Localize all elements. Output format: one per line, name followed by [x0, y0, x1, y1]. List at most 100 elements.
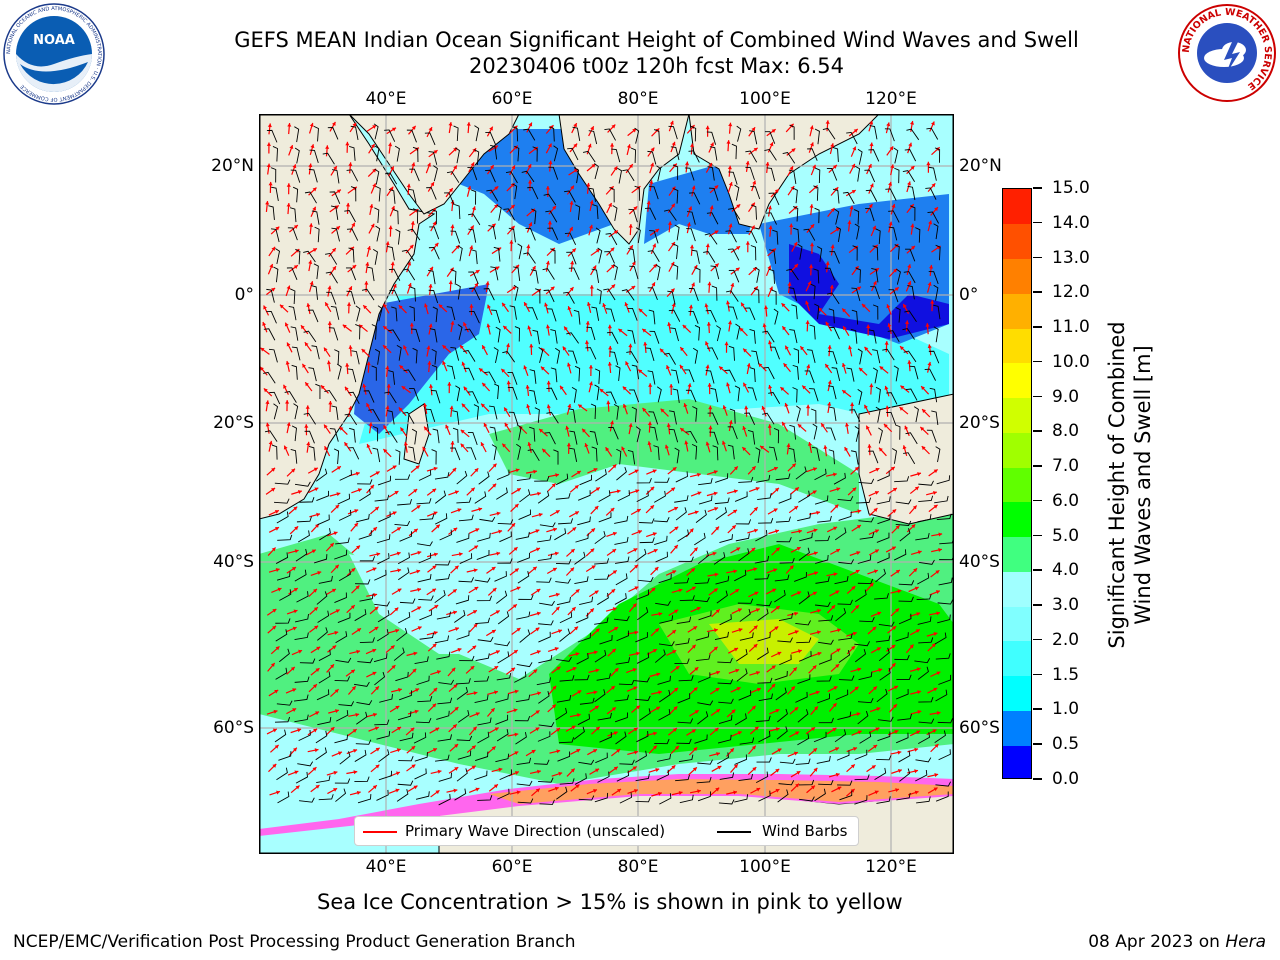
wind-barb: [538, 347, 544, 364]
wave-arrow-head: [782, 421, 786, 426]
wave-arrow-head: [469, 245, 474, 250]
wind-barb: [647, 150, 657, 165]
wind-barb: [707, 166, 715, 181]
wave-arrow-head: [335, 709, 339, 714]
wind-barb: [677, 693, 691, 704]
wave-arrow-head: [743, 382, 747, 387]
wind-barb: [490, 266, 499, 281]
wind-barb: [925, 187, 937, 200]
wind-barb: [872, 349, 881, 364]
wind-barb: [614, 536, 629, 545]
wind-barb: [534, 476, 550, 482]
wind-barb: [377, 305, 383, 322]
wave-arrow-head: [774, 626, 779, 631]
wave-arrow-head: [409, 244, 414, 249]
wind-barb: [474, 770, 488, 781]
wave-arrow-head: [432, 643, 437, 648]
wind-barb: [575, 533, 589, 543]
wind-barb: [875, 386, 881, 403]
wave-arrow-head: [383, 345, 387, 350]
wind-barb: [738, 476, 754, 483]
wave-arrow-head: [391, 127, 396, 132]
wind-barb: [459, 553, 473, 564]
wind-barb: [816, 676, 832, 682]
wind-barb: [550, 248, 556, 264]
footer-host: Hera: [1225, 932, 1266, 952]
wind-barb: [315, 468, 328, 482]
wind-barb: [428, 151, 438, 165]
wind-barb: [894, 476, 910, 483]
wind-barb: [895, 499, 912, 505]
wave-arrow-head: [650, 505, 654, 510]
wind-barb: [915, 769, 928, 782]
wave-arrow-head: [689, 528, 694, 533]
wave-arrow-head: [467, 186, 472, 190]
wave-arrow-head: [753, 644, 758, 648]
wave-arrow-head: [795, 731, 800, 736]
wave-arrow-head: [317, 570, 322, 575]
wind-barb: [614, 556, 630, 564]
wind-barb: [559, 778, 575, 785]
wind-barb: [729, 408, 736, 424]
wave-arrow-head: [878, 668, 883, 673]
wind-barb: [377, 553, 390, 565]
wind-barb: [694, 596, 710, 603]
wave-arrow-head: [315, 668, 320, 673]
wave-arrow-head: [794, 506, 799, 510]
wave-arrow-head: [827, 380, 832, 385]
wind-barb: [338, 509, 352, 521]
wind-barb: [647, 370, 656, 385]
wave-arrow-head: [904, 425, 909, 430]
wind-barb: [647, 287, 658, 301]
wind-barb: [318, 671, 331, 684]
wave-arrow-head: [344, 442, 349, 447]
wave-arrow-head: [403, 345, 407, 350]
wind-barb: [409, 286, 416, 302]
wind-barb: [796, 405, 801, 422]
wind-barb: [273, 403, 279, 420]
wind-barb: [275, 618, 291, 624]
wave-arrow-head: [938, 532, 943, 537]
wind-barb: [656, 769, 669, 781]
wave-arrow-head: [634, 469, 639, 474]
wind-barb: [778, 780, 795, 786]
wave-arrow-head: [416, 569, 421, 574]
wind-barb: [876, 755, 892, 761]
wave-arrow-head: [867, 164, 872, 169]
wave-arrow-head: [348, 345, 353, 349]
wind-barb: [774, 574, 790, 582]
wind-barb: [616, 770, 630, 782]
wave-arrow-head: [589, 285, 594, 289]
wave-arrow-head: [658, 611, 663, 617]
wave-arrow-head: [479, 368, 484, 373]
wind-barb: [599, 635, 613, 645]
wave-arrow-head: [807, 442, 813, 446]
wave-arrow-head: [494, 727, 499, 732]
wind-barb: [788, 169, 797, 184]
wave-arrow-head: [800, 346, 805, 351]
wind-barb: [938, 749, 951, 761]
wave-arrow-head: [933, 632, 938, 637]
wind-barb: [876, 688, 888, 703]
wind-barb: [516, 611, 531, 620]
wave-arrow-head: [333, 166, 337, 171]
wave-arrow-head: [473, 691, 478, 696]
wind-barb: [717, 678, 734, 685]
wave-arrow-head: [271, 488, 276, 492]
wave-arrow-head: [795, 783, 800, 788]
wave-arrow-head: [325, 302, 329, 307]
wind-barb: [936, 513, 952, 521]
wind-barb: [457, 709, 470, 723]
wave-arrow-head: [912, 505, 917, 510]
wave-arrow-head: [409, 322, 414, 327]
wind-barb: [935, 781, 952, 787]
wave-arrow-head: [397, 568, 402, 573]
wave-arrow-head: [333, 531, 338, 536]
wind-barb: [749, 130, 758, 145]
wave-arrow-head: [415, 465, 420, 470]
wind-barb: [455, 283, 461, 300]
wind-barb: [474, 577, 491, 583]
wind-barb: [855, 267, 861, 283]
wind-barb: [627, 329, 636, 344]
colorbar-tick-label: 1.0: [1052, 699, 1080, 720]
